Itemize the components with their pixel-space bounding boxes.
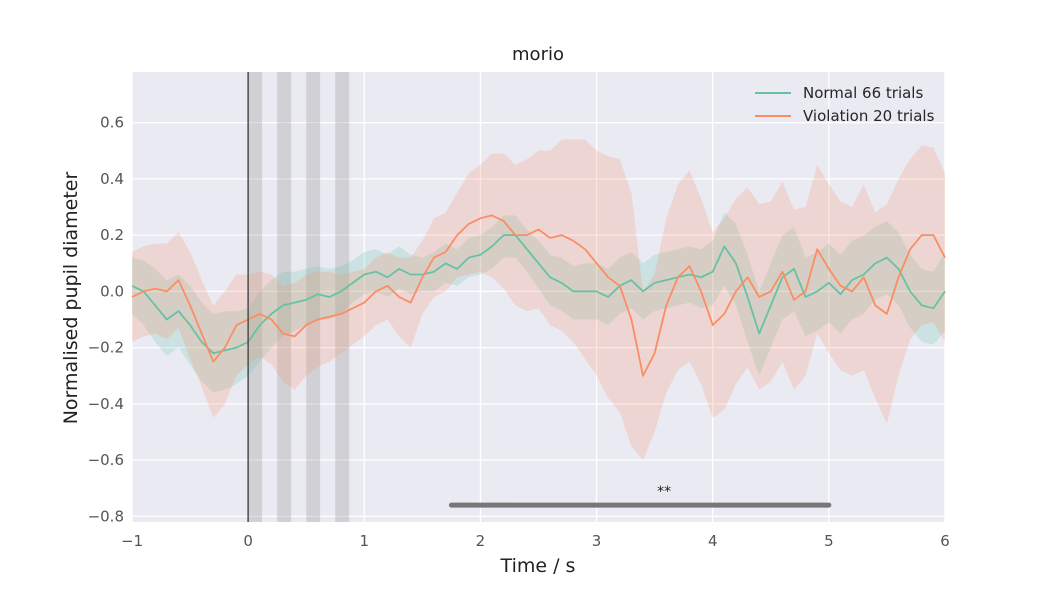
y-tick-label: 0.0 bbox=[100, 282, 124, 300]
x-tick-label: −1 bbox=[121, 532, 143, 550]
y-tick-label: 0.4 bbox=[100, 170, 124, 188]
shaded-interval bbox=[248, 72, 263, 522]
significance-annotation: ** bbox=[448, 484, 832, 508]
chart-title: morio bbox=[512, 44, 564, 65]
x-tick-label: 4 bbox=[708, 532, 718, 550]
x-tick-label: 2 bbox=[476, 532, 486, 550]
y-tick-label: −0.2 bbox=[88, 339, 124, 357]
series-line-violation bbox=[131, 214, 946, 377]
y-tick-label: 0.6 bbox=[100, 114, 124, 132]
y-tick-label: 0.2 bbox=[100, 226, 124, 244]
x-tick-label: 1 bbox=[360, 532, 370, 550]
y-axis-title: Normalised pupil diameter bbox=[60, 172, 82, 425]
confidence-band-normal bbox=[132, 212, 945, 393]
significance-label: ** bbox=[657, 484, 671, 500]
y-tick-label: −0.4 bbox=[88, 395, 124, 413]
grid-lines bbox=[131, 72, 946, 522]
series-lines bbox=[131, 214, 946, 377]
x-axis-title: Time / s bbox=[500, 555, 576, 577]
x-tick-label: 3 bbox=[592, 532, 602, 550]
tick-labels: −1 0 1 2 3 4 5 6 −0.8 −0.6 −0.4 −0.2 0.0 0.2 0.4 0.6 bbox=[88, 114, 950, 550]
legend-label-violation: Violation 20 trials bbox=[803, 107, 935, 125]
x-tick-label: 6 bbox=[940, 532, 950, 550]
legend: Normal 66 trials Violation 20 trials bbox=[755, 84, 935, 125]
plot-background bbox=[132, 72, 945, 522]
y-tick-label: −0.8 bbox=[88, 507, 124, 525]
shaded-interval bbox=[335, 72, 350, 522]
shaded-interval bbox=[277, 72, 292, 522]
y-tick-label: −0.6 bbox=[88, 451, 124, 469]
legend-label-normal: Normal 66 trials bbox=[803, 84, 923, 102]
x-tick-label: 0 bbox=[243, 532, 253, 550]
confidence-bands bbox=[132, 139, 945, 461]
x-tick-label: 5 bbox=[824, 532, 834, 550]
shaded-intervals bbox=[248, 72, 350, 522]
confidence-band-violation bbox=[132, 139, 945, 461]
